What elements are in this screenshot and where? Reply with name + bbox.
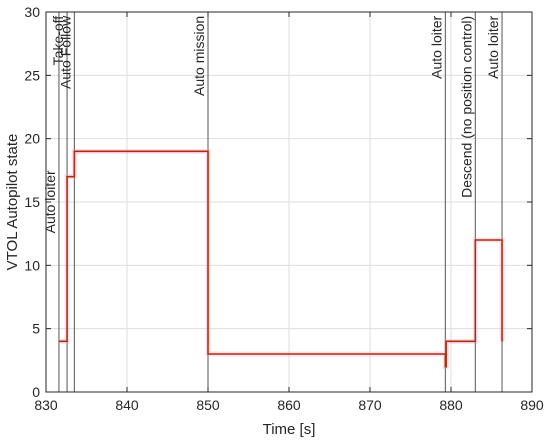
event-label-1: Take-off — [50, 16, 66, 66]
x-axis-label: Time [s] — [263, 421, 316, 438]
x-tick-label-4: 870 — [358, 397, 382, 413]
x-tick-label-6: 890 — [520, 397, 544, 413]
event-label-4: Auto loiter — [428, 15, 444, 78]
event-label-6: Auto loiter — [485, 15, 501, 78]
y-axis-label: VTOL Autopilot state — [4, 134, 21, 271]
y-tick-label-5: 25 — [24, 67, 40, 83]
x-tick-label-3: 860 — [277, 397, 301, 413]
y-tick-label-6: 30 — [24, 4, 40, 20]
y-tick-label-1: 5 — [32, 321, 40, 337]
x-tick-label-5: 880 — [439, 397, 463, 413]
event-label-5: Descend (no position control) — [458, 16, 474, 198]
x-tick-label-0: 830 — [34, 397, 58, 413]
x-tick-label-1: 840 — [115, 397, 139, 413]
series — [58, 148, 505, 370]
y-tick-label-2: 10 — [24, 257, 40, 273]
y-tick-label-0: 0 — [32, 384, 40, 400]
x-tick-label-2: 850 — [196, 397, 220, 413]
ticks: 830 840 850 860 870 880 890 0 5 10 15 20 25 30 — [24, 4, 543, 413]
y-tick-label-4: 20 — [24, 131, 40, 147]
y-tick-label-3: 15 — [24, 194, 40, 210]
event-label-2: Auto Follow — [57, 15, 73, 89]
event-label-3: Auto mission — [191, 16, 207, 96]
series-line-0 — [58, 150, 503, 368]
